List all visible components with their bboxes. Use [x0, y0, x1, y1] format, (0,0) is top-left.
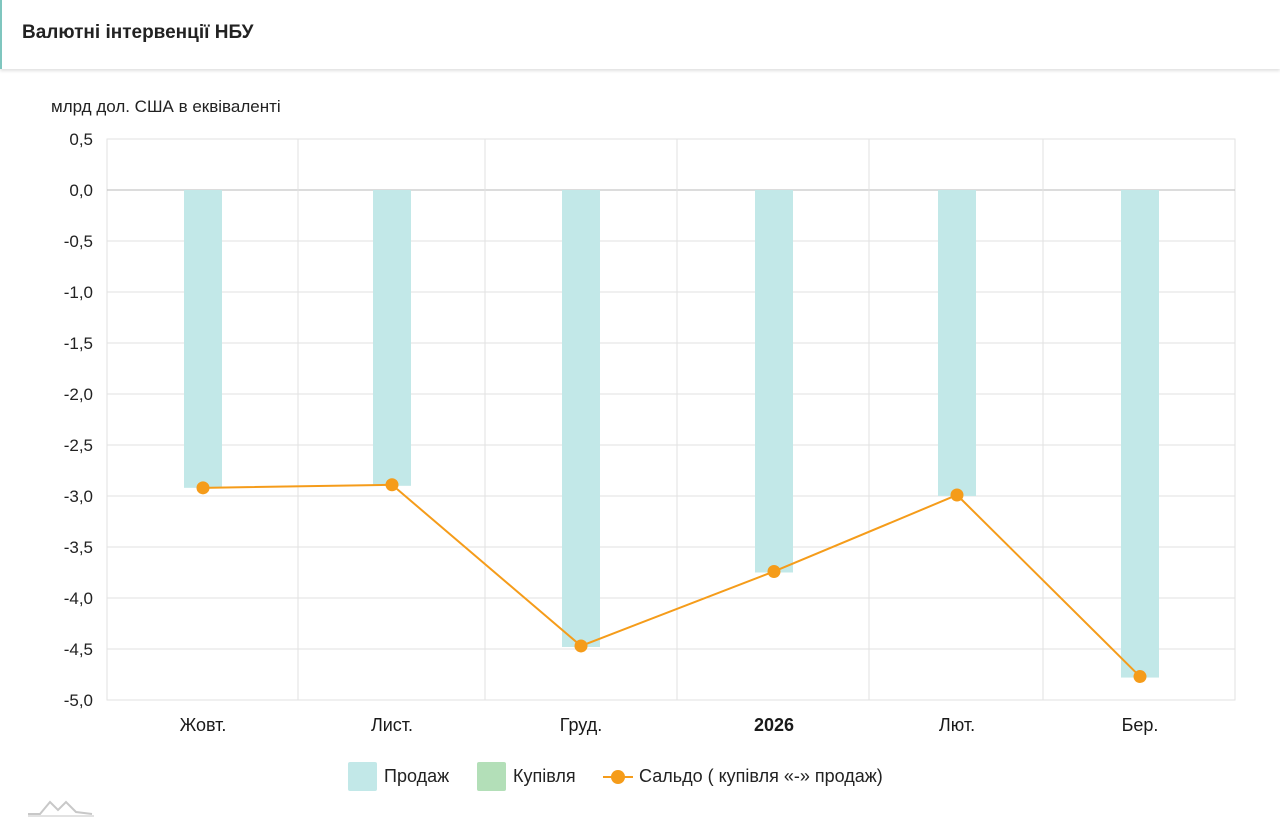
balance-point — [950, 488, 964, 502]
chart-header: Валютні інтервенції НБУ — [0, 0, 1280, 69]
y-axis-unit-label: млрд дол. США в еквіваленті — [51, 97, 281, 116]
y-tick-label: -2,0 — [64, 385, 93, 404]
y-tick-label: 0,0 — [69, 181, 93, 200]
balance-point — [767, 564, 781, 578]
balance-point — [1133, 670, 1147, 684]
chart-title: Валютні інтервенції НБУ — [22, 22, 254, 43]
bar-sales — [562, 190, 600, 647]
balance-point — [385, 478, 399, 492]
chart-plot: 0,5 0,0 -0,5 -1,0 -1,5 -2,0 -2,5 -3,0 -3,5 -4,0 -4… — [64, 130, 1236, 735]
legend-swatch-balance — [603, 762, 633, 791]
legend-swatch-purchase — [477, 761, 506, 791]
x-tick-label: Лют. — [939, 715, 975, 735]
legend-label-sales: Продаж — [384, 765, 450, 786]
legend-label-balance: Сальдо ( купівля «-» продаж) — [639, 765, 883, 786]
x-tick-label: Груд. — [560, 715, 602, 735]
y-tick-label: -2,5 — [64, 436, 93, 455]
legend-label-purchase: Купівля — [513, 765, 576, 786]
x-tick-label: Лист. — [371, 715, 413, 735]
bar-sales — [938, 190, 976, 496]
y-tick-label: -3,5 — [64, 538, 93, 557]
legend-swatch-sales — [348, 761, 377, 791]
chart-legend: Продаж Купівля Сальдо ( купівля «-» прод… — [0, 760, 1280, 792]
y-tick-label: -1,5 — [64, 334, 93, 353]
legend-item-purchase[interactable]: Купівля — [477, 760, 576, 792]
y-tick-label: -5,0 — [64, 691, 93, 710]
plot-border — [106, 138, 1236, 701]
y-tick-label: 0,5 — [69, 130, 93, 149]
y-tick-label: -3,0 — [64, 487, 93, 506]
x-tick-label: 2026 — [754, 715, 794, 735]
legend-item-sales[interactable]: Продаж — [348, 760, 449, 792]
x-tick-label: Бер. — [1122, 715, 1159, 735]
y-tick-label: -1,0 — [64, 283, 93, 302]
bar-sales — [755, 190, 793, 573]
legend-item-balance[interactable]: Сальдо ( купівля «-» продаж) — [603, 760, 883, 792]
y-tick-label: -0,5 — [64, 232, 93, 251]
balance-line — [202, 483, 1141, 678]
y-tick-label: -4,0 — [64, 589, 93, 608]
y-tick-label: -4,5 — [64, 640, 93, 659]
balance-point — [574, 639, 588, 653]
bar-sales — [373, 190, 411, 486]
bar-sales — [1121, 190, 1159, 678]
watermark-logo-icon — [28, 800, 94, 817]
bar-sales — [184, 190, 222, 488]
x-tick-label: Жовт. — [180, 715, 227, 735]
balance-point — [196, 481, 210, 495]
